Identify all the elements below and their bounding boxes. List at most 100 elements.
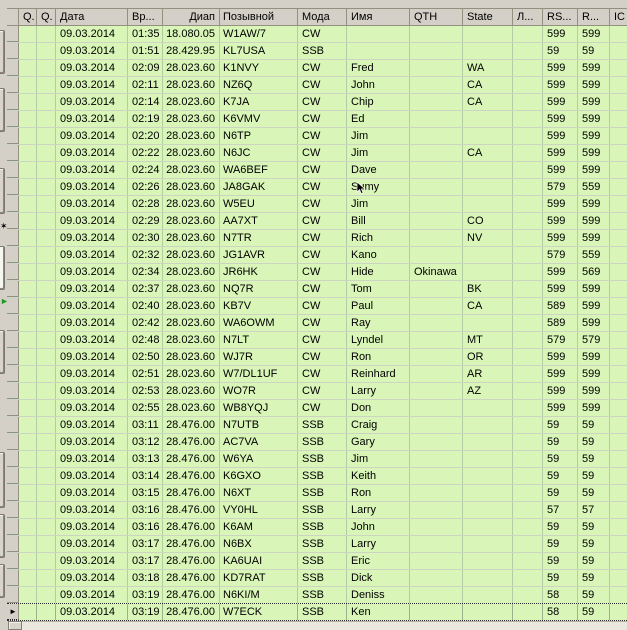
cell-ic[interactable] (610, 196, 627, 212)
cell-state[interactable] (463, 128, 513, 144)
cell-l[interactable] (513, 77, 543, 93)
cell-mode[interactable]: SSB (298, 553, 347, 569)
cell-name[interactable]: Rich (347, 230, 410, 246)
row-selector[interactable] (7, 179, 19, 195)
table-row[interactable]: 09.03.2014 02:20 28.023.60 N6TP CW Jim 599 599 (7, 128, 627, 145)
cell-ic[interactable] (610, 298, 627, 314)
row-selector[interactable] (7, 400, 19, 416)
table-row[interactable]: 09.03.2014 02:55 28.023.60 WB8YQJ CW Don 599 59… (7, 400, 627, 417)
cell-mode[interactable]: CW (298, 298, 347, 314)
row-selector[interactable] (7, 553, 19, 569)
cell-state[interactable]: AR (463, 366, 513, 382)
cell-name[interactable]: John (347, 519, 410, 535)
cell-rs_s[interactable]: 589 (543, 315, 578, 331)
cell-q1[interactable] (19, 485, 37, 501)
cell-state[interactable]: AZ (463, 383, 513, 399)
cell-l[interactable] (513, 468, 543, 484)
cell-name[interactable]: Reinhard (347, 366, 410, 382)
table-row[interactable]: 09.03.2014 02:30 28.023.60 N7TR CW Rich NV 599 5… (7, 230, 627, 247)
cell-call[interactable]: WA6OWM (220, 315, 298, 331)
column-header-q2[interactable]: Q. (37, 8, 56, 26)
cell-mode[interactable]: CW (298, 264, 347, 280)
cell-call[interactable]: WB8YQJ (220, 400, 298, 416)
cell-ic[interactable] (610, 77, 627, 93)
cell-qth[interactable] (410, 383, 463, 399)
cell-q1[interactable] (19, 111, 37, 127)
cell-date[interactable]: 09.03.2014 (56, 281, 128, 297)
cell-ic[interactable] (610, 230, 627, 246)
cell-q2[interactable] (37, 298, 56, 314)
cell-q2[interactable] (37, 366, 56, 382)
cell-ic[interactable] (610, 451, 627, 467)
row-selector[interactable] (7, 264, 19, 280)
cell-time[interactable]: 02:28 (128, 196, 163, 212)
cell-mode[interactable]: CW (298, 383, 347, 399)
cell-rs_r[interactable]: 599 (578, 77, 610, 93)
cell-q2[interactable] (37, 145, 56, 161)
cell-l[interactable] (513, 111, 543, 127)
cell-state[interactable]: CO (463, 213, 513, 229)
table-row[interactable]: 09.03.2014 01:35 18.080.05 W1AW/7 CW 599 599 (7, 26, 627, 43)
cell-q2[interactable] (37, 128, 56, 144)
cell-rs_r[interactable]: 599 (578, 349, 610, 365)
cell-rs_s[interactable]: 599 (543, 349, 578, 365)
cell-l[interactable] (513, 264, 543, 280)
cell-qth[interactable] (410, 162, 463, 178)
cell-q2[interactable] (37, 94, 56, 110)
cell-date[interactable]: 09.03.2014 (56, 196, 128, 212)
cell-qth[interactable] (410, 570, 463, 586)
cell-freq[interactable]: 28.023.60 (163, 281, 220, 297)
cell-q1[interactable] (19, 502, 37, 518)
cell-q2[interactable] (37, 570, 56, 586)
cell-q2[interactable] (37, 196, 56, 212)
cell-qth[interactable] (410, 230, 463, 246)
table-row[interactable]: 09.03.2014 03:13 28.476.00 W6YA SSB Jim 59 59 (7, 451, 627, 468)
cell-freq[interactable]: 28.023.60 (163, 111, 220, 127)
table-row[interactable]: 09.03.2014 02:26 28.023.60 JA8GAK CW Sumy 579 5… (7, 179, 627, 196)
cell-rs_r[interactable]: 599 (578, 111, 610, 127)
cell-rs_r[interactable]: 59 (578, 451, 610, 467)
cell-q2[interactable] (37, 604, 56, 620)
cell-name[interactable]: Eric (347, 553, 410, 569)
cell-q1[interactable] (19, 179, 37, 195)
cell-rs_s[interactable]: 599 (543, 196, 578, 212)
cell-qth[interactable] (410, 536, 463, 552)
cell-q2[interactable] (37, 60, 56, 76)
cell-freq[interactable]: 28.476.00 (163, 570, 220, 586)
row-selector[interactable] (7, 519, 19, 535)
cell-name[interactable]: Ron (347, 485, 410, 501)
cell-date[interactable]: 09.03.2014 (56, 315, 128, 331)
cell-q2[interactable] (37, 502, 56, 518)
cell-ic[interactable] (610, 94, 627, 110)
cell-freq[interactable]: 28.429.95 (163, 43, 220, 59)
column-header-rs_r[interactable]: R... (578, 8, 610, 26)
cell-q1[interactable] (19, 77, 37, 93)
table-row[interactable]: 09.03.2014 02:09 28.023.60 K1NVY CW Fred WA 599… (7, 60, 627, 77)
cell-q1[interactable] (19, 247, 37, 263)
cell-state[interactable]: OR (463, 349, 513, 365)
row-selector[interactable] (7, 383, 19, 399)
row-selector[interactable] (7, 332, 19, 348)
table-row[interactable]: 09.03.2014 02:29 28.023.60 AA7XT CW Bill CO 599… (7, 213, 627, 230)
cell-name[interactable] (347, 43, 410, 59)
cell-state[interactable] (463, 400, 513, 416)
cell-time[interactable]: 02:11 (128, 77, 163, 93)
cell-q1[interactable] (19, 264, 37, 280)
cell-name[interactable]: Deniss (347, 587, 410, 603)
cell-call[interactable]: W1AW/7 (220, 26, 298, 42)
cell-rs_s[interactable]: 579 (543, 247, 578, 263)
cell-ic[interactable] (610, 128, 627, 144)
cell-name[interactable]: Chip (347, 94, 410, 110)
cell-rs_r[interactable]: 59 (578, 485, 610, 501)
cell-q2[interactable] (37, 264, 56, 280)
cell-q1[interactable] (19, 281, 37, 297)
cell-name[interactable]: Fred (347, 60, 410, 76)
cell-mode[interactable]: CW (298, 94, 347, 110)
cell-freq[interactable]: 28.023.60 (163, 315, 220, 331)
cell-name[interactable]: Jim (347, 145, 410, 161)
cell-state[interactable] (463, 468, 513, 484)
cell-date[interactable]: 09.03.2014 (56, 77, 128, 93)
cell-date[interactable]: 09.03.2014 (56, 451, 128, 467)
cell-state[interactable] (463, 162, 513, 178)
cell-state[interactable] (463, 43, 513, 59)
